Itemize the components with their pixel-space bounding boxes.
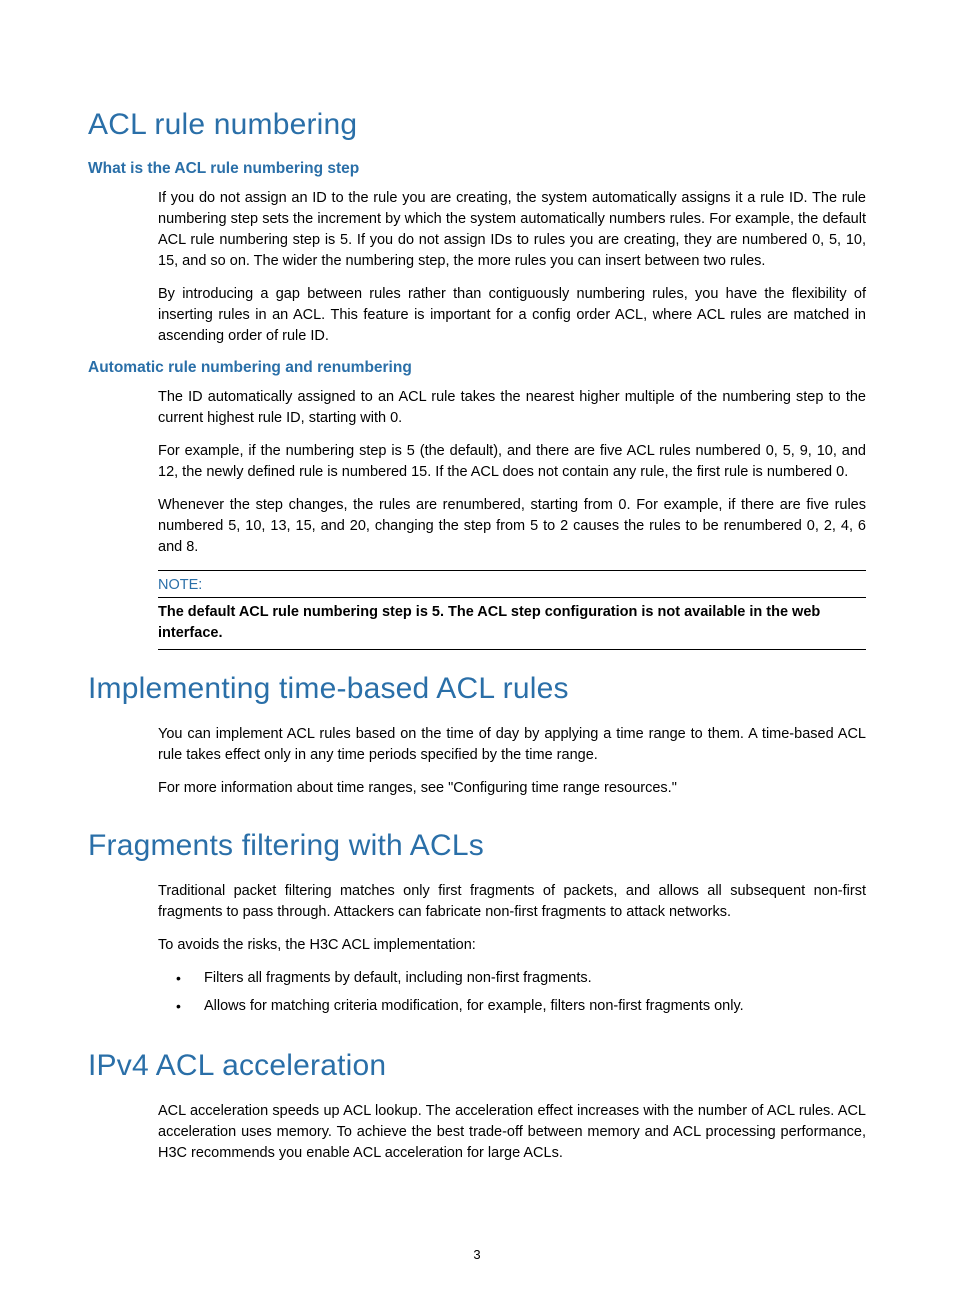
- body-block: ACL acceleration speeds up ACL lookup. T…: [158, 1101, 866, 1164]
- body-block: If you do not assign an ID to the rule y…: [158, 188, 866, 347]
- heading-fragments-filtering: Fragments filtering with ACLs: [88, 829, 866, 863]
- body-block: The ID automatically assigned to an ACL …: [158, 387, 866, 558]
- paragraph: To avoids the risks, the H3C ACL impleme…: [158, 935, 866, 956]
- paragraph: Traditional packet filtering matches onl…: [158, 881, 866, 923]
- paragraph: By introducing a gap between rules rathe…: [158, 284, 866, 347]
- note-callout: NOTE: The default ACL rule numbering ste…: [158, 570, 866, 650]
- page-number: 3: [0, 1247, 954, 1262]
- heading-ipv4-acl-acceleration: IPv4 ACL acceleration: [88, 1049, 866, 1083]
- subheading-numbering-step: What is the ACL rule numbering step: [88, 160, 866, 178]
- document-page: ACL rule numbering What is the ACL rule …: [0, 0, 954, 1296]
- paragraph: If you do not assign an ID to the rule y…: [158, 188, 866, 272]
- heading-time-based-acl: Implementing time-based ACL rules: [88, 672, 866, 706]
- note-text: The default ACL rule numbering step is 5…: [158, 597, 866, 643]
- paragraph: You can implement ACL rules based on the…: [158, 724, 866, 766]
- paragraph: For example, if the numbering step is 5 …: [158, 441, 866, 483]
- heading-acl-rule-numbering: ACL rule numbering: [88, 108, 866, 142]
- subheading-auto-renumbering: Automatic rule numbering and renumbering: [88, 359, 866, 377]
- paragraph: ACL acceleration speeds up ACL lookup. T…: [158, 1101, 866, 1164]
- paragraph: For more information about time ranges, …: [158, 778, 866, 799]
- bullet-list: Filters all fragments by default, includ…: [158, 968, 866, 1018]
- paragraph: Whenever the step changes, the rules are…: [158, 495, 866, 558]
- note-label: NOTE:: [158, 577, 866, 593]
- paragraph: The ID automatically assigned to an ACL …: [158, 387, 866, 429]
- body-block: You can implement ACL rules based on the…: [158, 724, 866, 799]
- list-item: Filters all fragments by default, includ…: [158, 968, 866, 990]
- body-block: Traditional packet filtering matches onl…: [158, 881, 866, 1018]
- list-item: Allows for matching criteria modificatio…: [158, 996, 866, 1018]
